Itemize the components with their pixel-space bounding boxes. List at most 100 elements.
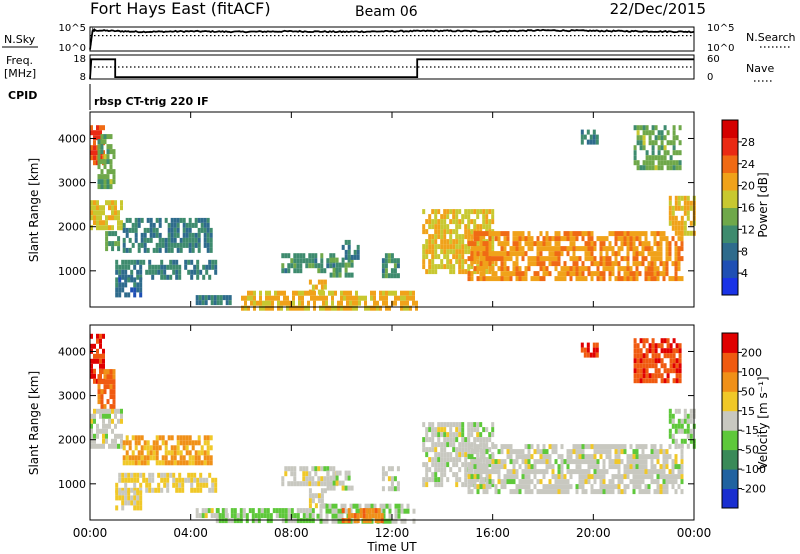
velocity-cell bbox=[678, 358, 682, 364]
velocity-cell bbox=[533, 464, 537, 470]
velocity-cell bbox=[214, 487, 218, 493]
power-cell bbox=[385, 305, 388, 311]
velocity-cell bbox=[473, 484, 477, 490]
velocity-cell bbox=[515, 469, 519, 475]
power-cell bbox=[449, 209, 453, 215]
velocity-cell bbox=[93, 368, 96, 374]
power-cell bbox=[586, 129, 590, 135]
power-cell bbox=[548, 251, 552, 257]
velocity-cell bbox=[437, 442, 441, 448]
velocity-cell bbox=[497, 469, 501, 475]
power-cell bbox=[650, 251, 654, 257]
velocity-cell bbox=[482, 437, 486, 443]
power-region bbox=[97, 134, 116, 190]
velocity-cell bbox=[674, 459, 678, 465]
power-cell bbox=[548, 256, 552, 262]
power-cell bbox=[491, 251, 495, 257]
velocity-cell bbox=[596, 444, 600, 450]
power-cell bbox=[99, 210, 102, 216]
power-cell bbox=[205, 269, 209, 275]
power-cell bbox=[195, 300, 199, 306]
power-cell bbox=[406, 305, 409, 311]
velocity-cell bbox=[669, 358, 673, 364]
velocity-cell bbox=[642, 368, 646, 374]
power-cell bbox=[675, 135, 679, 141]
velocity-cell bbox=[299, 518, 303, 524]
velocity-cell bbox=[103, 379, 107, 385]
power-cell bbox=[199, 269, 203, 275]
power-cell bbox=[654, 125, 658, 131]
velocity-cell bbox=[482, 454, 486, 460]
power-cell bbox=[482, 231, 486, 237]
velocity-cell bbox=[176, 445, 180, 451]
velocity-cell bbox=[647, 454, 651, 460]
power-cell bbox=[500, 231, 504, 237]
power-cell bbox=[672, 165, 676, 171]
power-cell bbox=[665, 241, 669, 247]
velocity-cell bbox=[284, 513, 288, 519]
power-cell bbox=[629, 276, 633, 282]
velocity-cell bbox=[608, 479, 612, 485]
power-cell bbox=[194, 217, 198, 223]
velocity-colorbar-swatch bbox=[722, 352, 738, 373]
power-cell bbox=[136, 282, 140, 288]
velocity-cell bbox=[629, 469, 633, 475]
velocity-cell bbox=[654, 373, 658, 379]
power-cell bbox=[259, 305, 262, 311]
velocity-cell bbox=[617, 454, 621, 460]
velocity-cell bbox=[623, 474, 627, 480]
power-cell bbox=[341, 262, 345, 268]
velocity-cell bbox=[584, 479, 588, 485]
power-cell bbox=[668, 256, 672, 262]
velocity-cell bbox=[257, 513, 261, 519]
power-cell bbox=[97, 154, 101, 160]
power-cell bbox=[194, 242, 198, 248]
velocity-cell bbox=[139, 505, 143, 511]
velocity-cell bbox=[428, 427, 432, 433]
velocity-cell bbox=[611, 444, 615, 450]
velocity-cell bbox=[557, 469, 561, 475]
power-cell bbox=[299, 263, 303, 269]
power-cell bbox=[509, 271, 513, 277]
velocity-cell bbox=[434, 472, 438, 478]
power-cell bbox=[289, 300, 292, 306]
power-cell bbox=[96, 215, 99, 221]
power-cell bbox=[491, 219, 495, 225]
velocity-cell bbox=[686, 413, 690, 419]
power-cell bbox=[449, 264, 453, 270]
velocity-region bbox=[381, 466, 400, 492]
power-cell bbox=[521, 271, 525, 277]
velocity-cell bbox=[617, 489, 621, 495]
velocity-cell bbox=[666, 373, 670, 379]
velocity-cell bbox=[290, 508, 294, 514]
velocity-cell bbox=[102, 423, 105, 429]
velocity-cell bbox=[677, 408, 681, 414]
power-cell bbox=[425, 254, 429, 260]
power-cell bbox=[334, 305, 337, 311]
power-cell bbox=[185, 242, 189, 248]
velocity-cell bbox=[509, 469, 513, 475]
power-cell bbox=[608, 276, 612, 282]
velocity-cell bbox=[599, 454, 603, 460]
velocity-cell bbox=[677, 428, 681, 434]
velocity-cell bbox=[668, 408, 672, 414]
power-cell bbox=[680, 241, 684, 247]
power-cell bbox=[115, 292, 119, 298]
velocity-cell bbox=[227, 518, 231, 524]
nsearch-label: N.Search bbox=[746, 31, 796, 44]
velocity-cell bbox=[458, 442, 462, 448]
power-cell bbox=[461, 244, 465, 250]
velocity-cell bbox=[629, 444, 633, 450]
velocity-cell bbox=[230, 518, 234, 524]
velocity-cell bbox=[257, 518, 261, 524]
power-cell bbox=[287, 263, 291, 269]
power-cell bbox=[112, 154, 116, 160]
power-cell bbox=[589, 139, 593, 145]
velocity-colorbar-tick-label: 15 bbox=[741, 405, 755, 418]
power-cell bbox=[683, 230, 687, 236]
power-cell bbox=[164, 217, 168, 223]
velocity-cell bbox=[302, 481, 306, 487]
power-cell bbox=[590, 241, 594, 247]
velocity-cell bbox=[112, 374, 116, 380]
power-cell bbox=[434, 249, 438, 255]
